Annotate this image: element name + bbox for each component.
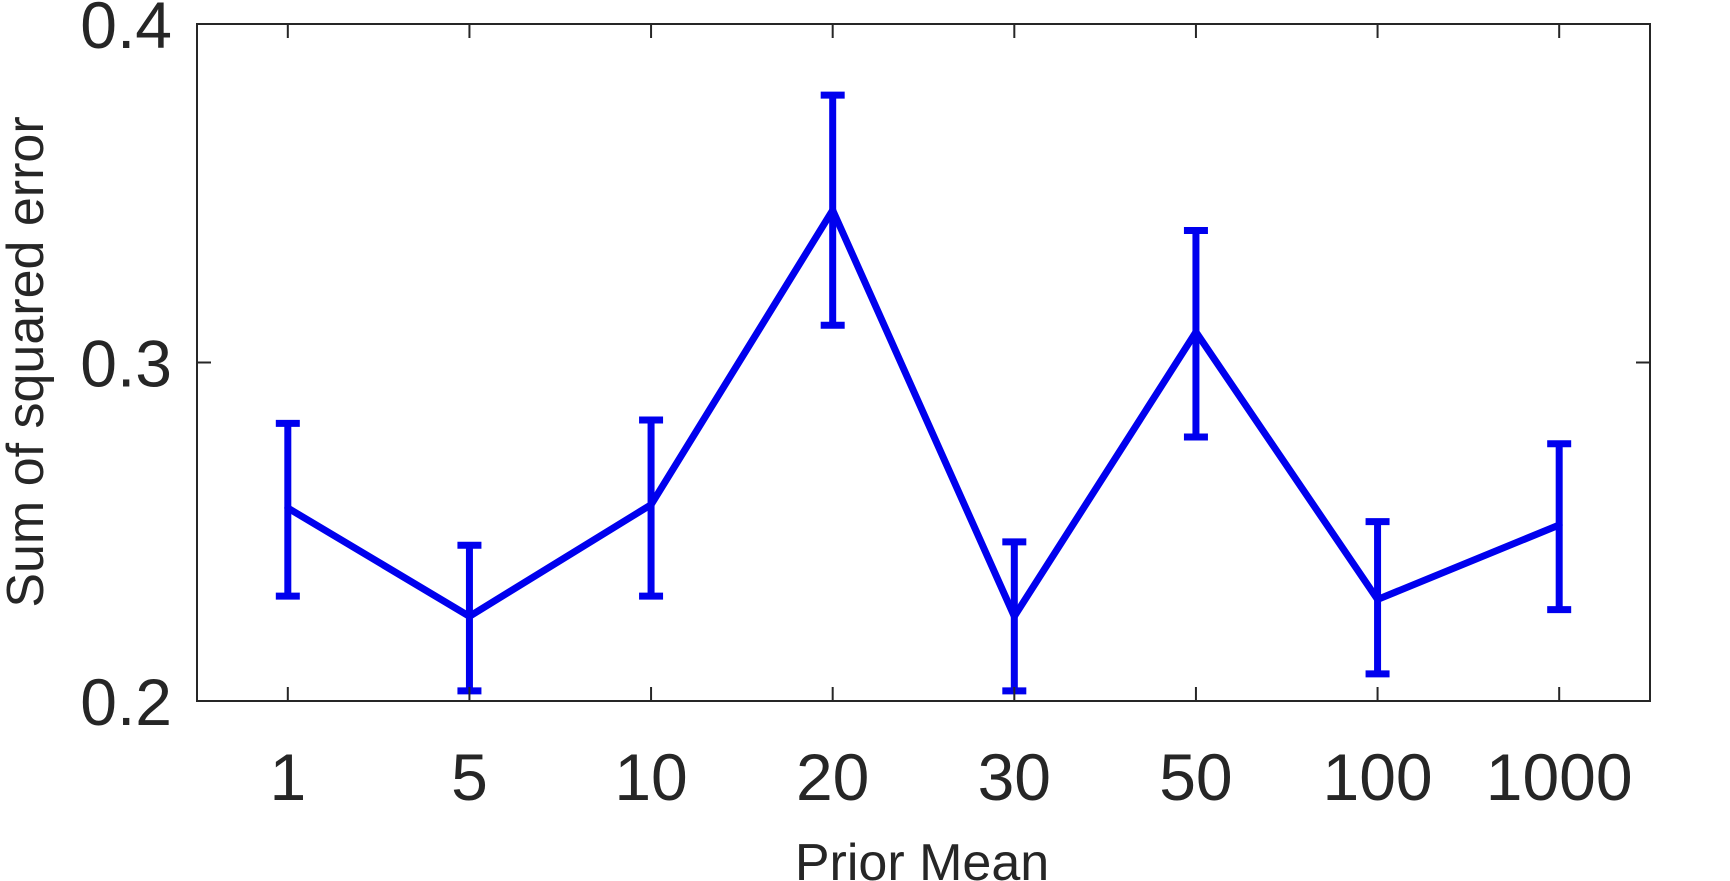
data-point [1010,612,1018,620]
data-point [284,504,292,512]
x-tick-label: 100 [1323,740,1433,814]
error-bar [1547,440,1572,614]
x-tick-label: 30 [978,740,1051,814]
y-tick-label: 0.4 [80,0,172,62]
data-point [465,612,473,620]
error-bar [639,416,664,600]
error-bar [457,541,482,695]
x-axis-label: Prior Mean [795,834,1049,881]
plot-area [275,91,1572,695]
error-bar [820,91,845,329]
data-point [1555,521,1563,529]
x-tick-label: 20 [796,740,869,814]
y-tick-label: 0.2 [80,665,172,739]
y-axis-label: Sum of squared error [0,116,55,607]
y-tick-label: 0.3 [80,327,172,401]
x-tick-label: 50 [1159,740,1232,814]
axes: 1 5 10 20 30 50 100 1000 0.2 0.3 0.4 [80,0,1651,814]
error-bar [275,419,300,600]
plot-frame [196,23,1651,702]
error-bar [1002,538,1027,695]
x-tick-label: 1 [269,740,306,814]
series-line [286,202,1561,624]
error-bar [1365,518,1390,678]
data-point [829,206,837,214]
data-point [647,501,655,509]
x-tick-label: 1000 [1486,740,1633,814]
x-tick-label: 10 [614,740,687,814]
error-bar [1183,226,1208,441]
data-point [1374,595,1382,603]
labels: Prior Mean Sum of squared error [0,116,1049,881]
x-tick-label: 5 [451,740,488,814]
data-point [1192,328,1200,336]
